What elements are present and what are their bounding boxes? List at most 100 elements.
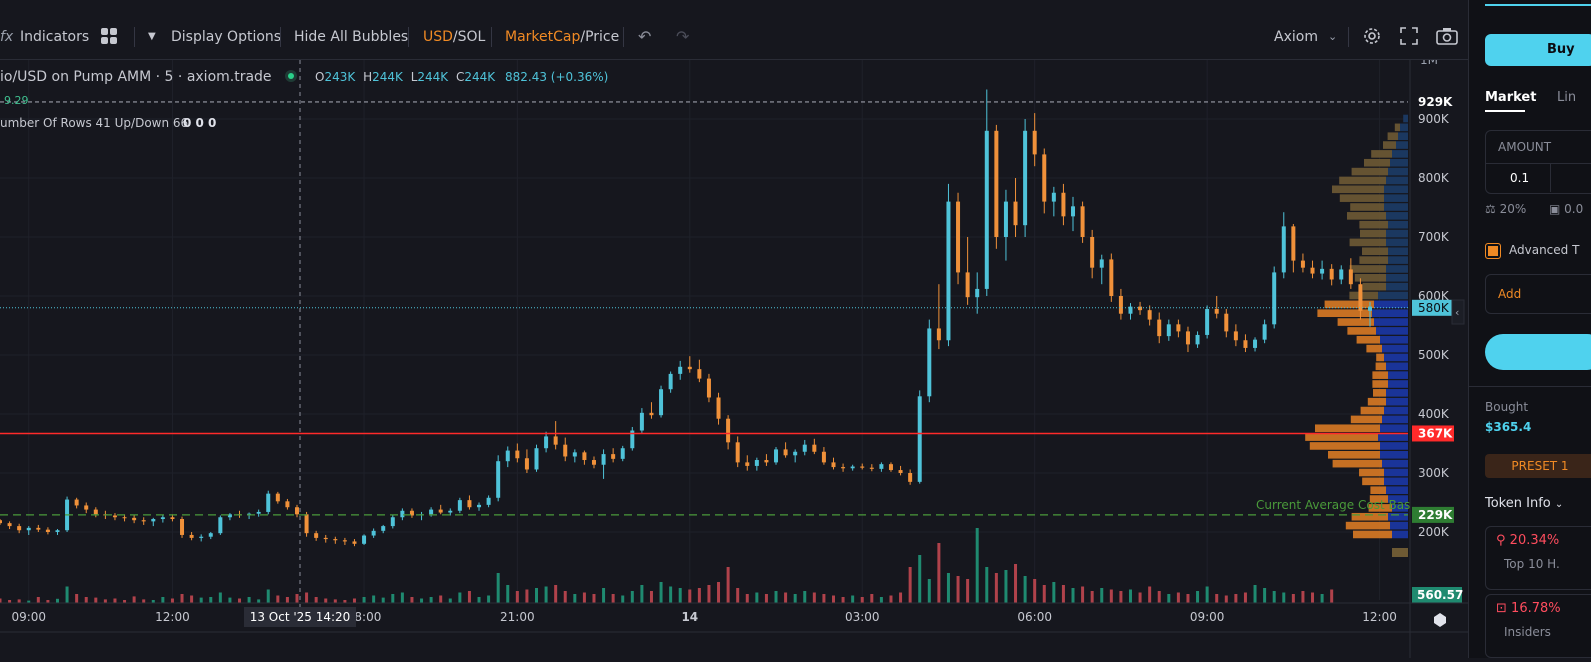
profile-buy-bar	[1384, 468, 1408, 477]
amount-label: AMOUNT	[1498, 140, 1552, 154]
volume-bar	[554, 585, 558, 603]
candle-body	[544, 436, 549, 449]
metric-toggle[interactable]: MarketCap/Price	[505, 15, 619, 59]
volume-bar	[209, 597, 213, 603]
candle-body	[151, 519, 156, 522]
candle-body	[917, 396, 922, 482]
volume-bar	[1023, 576, 1027, 603]
display-options-button[interactable]: Display Options	[171, 29, 282, 45]
collapse-profile-button	[1451, 299, 1465, 325]
axis-background	[1410, 60, 1468, 658]
volume-bar	[640, 585, 644, 603]
priority-readout[interactable]: ▣ 0.0	[1549, 202, 1584, 216]
candle-body	[1109, 259, 1114, 296]
volume-bar	[994, 573, 998, 603]
candle-body	[199, 536, 204, 538]
tab-limit[interactable]: Lin	[1557, 90, 1577, 105]
candle-body	[0, 520, 2, 524]
volume-bar	[1138, 592, 1142, 603]
volume-bar	[1253, 585, 1257, 603]
price-chart[interactable]: Current Average Cost Basis 1M 200K 300K 400…	[0, 53, 1468, 658]
slippage-readout[interactable]: ⚖ 20%	[1485, 202, 1527, 216]
candle-body	[1310, 267, 1315, 274]
profile-sell-bar	[1332, 185, 1384, 194]
volume-bar	[621, 595, 625, 603]
undo-icon[interactable]: ↶	[638, 27, 652, 46]
candle-body	[256, 511, 261, 514]
fx-icon[interactable]: fx	[0, 29, 14, 45]
fullscreen-icon[interactable]	[1400, 15, 1418, 59]
camera-icon[interactable]	[1436, 15, 1458, 59]
candle-body	[112, 515, 117, 518]
tab-market[interactable]: Market	[1485, 90, 1537, 105]
amount-cell-divider	[1550, 164, 1551, 192]
axis-tick-label: 700K	[1418, 230, 1450, 244]
source-select[interactable]: Axiom	[1274, 29, 1318, 45]
volume-bar	[75, 594, 79, 603]
candle-body	[1147, 310, 1152, 320]
token-info-toggle[interactable]: Token Info ⌄	[1485, 496, 1564, 511]
candle-body	[1205, 308, 1210, 335]
candle-body	[189, 534, 194, 538]
currency-toggle[interactable]: USD/SOL	[423, 15, 485, 59]
candle-body	[620, 448, 625, 459]
candle-body	[697, 369, 702, 379]
candle-body	[285, 501, 290, 508]
profile-buy-bar	[1400, 123, 1408, 132]
volume-bar	[343, 600, 347, 603]
volume-bar	[707, 585, 711, 603]
toolbar-divider	[623, 27, 624, 47]
hide-bubbles-button[interactable]: Hide All Bubbles	[294, 29, 409, 45]
top10-value: ⚲ 20.34%	[1496, 533, 1560, 548]
volume-bar	[94, 597, 98, 603]
volume-bar	[1291, 594, 1295, 603]
volume-bar	[276, 595, 280, 603]
price-axis: 1M 200K 300K 400K 500K 600K 700K 800K 900K 929K 58…	[1409, 53, 1468, 658]
volume-bar	[305, 592, 309, 603]
add-field[interactable]: Add	[1485, 274, 1591, 314]
redo-icon[interactable]: ↷	[676, 27, 690, 46]
crosshair-line-value: 9.29	[4, 94, 29, 107]
time-tick-label: 09:00	[11, 610, 46, 624]
profile-buy-bar	[1380, 451, 1408, 459]
volume-bar	[822, 594, 826, 603]
candle-body	[294, 507, 299, 515]
time-tick-label: 09:00	[1190, 610, 1225, 624]
chevron-down-icon[interactable]: ⌄	[1328, 30, 1338, 43]
volume-bar	[697, 588, 701, 603]
volume-bar	[956, 576, 960, 603]
volume-bar	[669, 586, 673, 603]
add-label: Add	[1498, 287, 1522, 301]
volume-bars	[0, 528, 1334, 603]
layouts-icon[interactable]	[100, 15, 118, 59]
candle-body	[362, 535, 367, 544]
volume-bar	[592, 594, 596, 603]
volume-bar	[1320, 594, 1324, 603]
candle-body	[26, 527, 31, 531]
candle-body	[687, 366, 692, 370]
candle-body	[1368, 306, 1372, 311]
amount-preset-value[interactable]: 0.1	[1510, 171, 1530, 185]
candle-body	[659, 389, 664, 416]
candle-body	[333, 539, 338, 541]
volume-bar	[1119, 591, 1123, 603]
volume-bar	[1263, 588, 1267, 603]
chart-toolbar: fx Indicators ▼ Display Options Hide All…	[0, 15, 1468, 60]
axis-tick-label: 400K	[1418, 407, 1450, 421]
volume-bar	[496, 573, 500, 603]
candle-body	[553, 436, 558, 445]
buy-button[interactable]: Buy	[1485, 34, 1591, 66]
volume-bar	[1301, 591, 1305, 603]
profile-sell-bar	[1347, 212, 1386, 220]
volume-bar	[1205, 586, 1209, 603]
candle-body	[1281, 226, 1286, 273]
confirm-buy-button[interactable]	[1485, 334, 1591, 370]
advanced-checkbox[interactable]	[1485, 243, 1501, 259]
chart-canvas[interactable]: Current Average Cost Basis 1M 200K 300K 400…	[0, 53, 1468, 658]
amount-field[interactable]: AMOUNT 0.1	[1485, 130, 1591, 194]
candle-body	[1023, 130, 1028, 226]
gear-icon[interactable]	[1362, 15, 1382, 59]
crosshair-time-bg	[244, 607, 356, 627]
indicators-button[interactable]: Indicators	[20, 29, 90, 45]
preset-1-button[interactable]: PRESET 1	[1485, 454, 1591, 478]
